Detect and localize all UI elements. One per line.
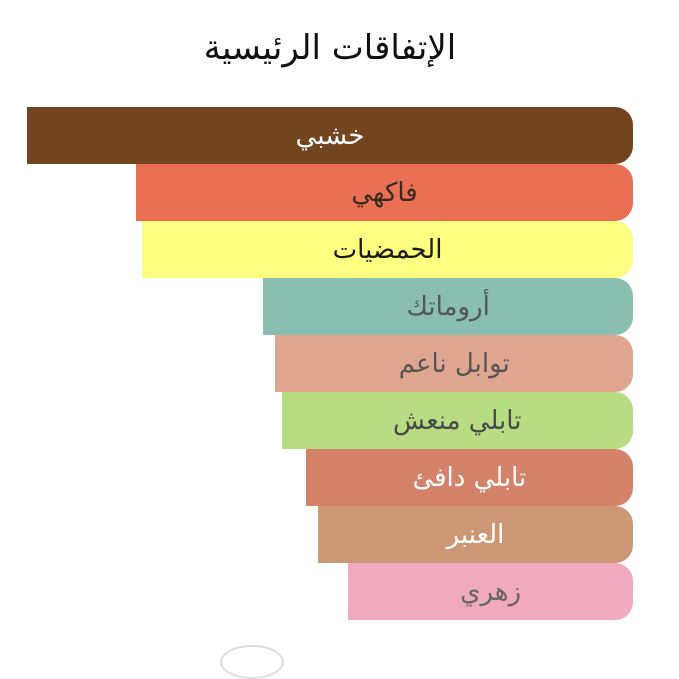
- accord-bar: توابل ناعم: [275, 335, 633, 392]
- accord-bar: تابلي دافئ: [305, 449, 633, 506]
- accord-label: توابل ناعم: [398, 348, 510, 379]
- accord-label: تابلي دافئ: [412, 462, 527, 493]
- accord-label: الحمضيات: [332, 234, 443, 265]
- accord-bar: زهري: [348, 563, 633, 620]
- accord-label: فاكهي: [351, 177, 418, 208]
- accord-label: أروماتك: [406, 291, 490, 322]
- accord-label: تابلي منعش: [393, 405, 522, 436]
- accord-label: زهري: [460, 576, 522, 607]
- accord-bar: الحمضيات: [142, 221, 633, 278]
- accord-bar: خشبي: [27, 107, 633, 164]
- accord-label: خشبي: [295, 120, 365, 151]
- accord-bar: العنبر: [317, 506, 633, 563]
- decorative-arc: [220, 645, 284, 679]
- chart-title: الإتفاقات الرئيسية: [203, 28, 457, 68]
- accord-label: العنبر: [446, 519, 505, 550]
- accord-bar: فاكهي: [136, 164, 633, 221]
- accord-bar: تابلي منعش: [281, 392, 633, 449]
- accord-bar: أروماتك: [263, 278, 633, 335]
